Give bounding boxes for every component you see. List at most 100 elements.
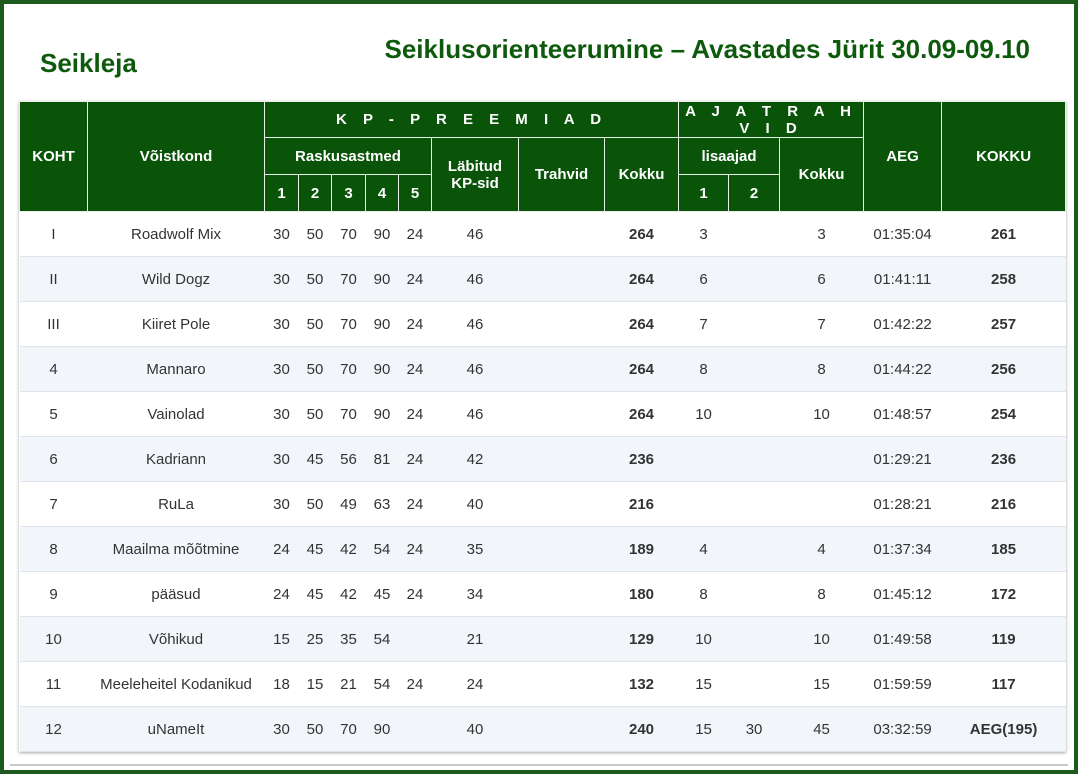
- cell-team: Maailma mõõtmine: [87, 526, 265, 572]
- cell-koht: 4: [19, 346, 88, 392]
- cell-kp-kokku: 264: [604, 301, 679, 347]
- cell-trahvid: [518, 706, 605, 752]
- cell-aj-kokku: 10: [779, 616, 864, 662]
- col-aeg-header: AEG: [863, 101, 943, 212]
- cell-aj-kokku: 10: [779, 391, 864, 437]
- cell-kp-kokku: 189: [604, 526, 679, 572]
- cell-l1: 10: [678, 391, 729, 437]
- cell-r5: 24: [398, 346, 432, 392]
- cell-r5: 24: [398, 301, 432, 347]
- cell-l2: [728, 616, 780, 662]
- cell-trahvid: [518, 481, 605, 527]
- cell-r3: 21: [331, 661, 366, 707]
- cell-kp-kokku: 129: [604, 616, 679, 662]
- cell-l2: [728, 391, 780, 437]
- cell-r2: 50: [298, 481, 332, 527]
- cell-r2: 50: [298, 346, 332, 392]
- cell-l2: [728, 526, 780, 572]
- table-row: 4 Mannaro 30 50 70 90 24 46 264 8 8 01:44:22 256: [19, 346, 1066, 392]
- cell-labitud: 21: [431, 616, 519, 662]
- cell-r2: 15: [298, 661, 332, 707]
- cell-aeg: 01:44:22: [863, 346, 942, 392]
- cell-aeg: 01:42:22: [863, 301, 942, 347]
- cell-r5: [398, 706, 432, 752]
- table-row: 9 pääsud 24 45 42 45 24 34 180 8 8 01:45:12 172: [19, 571, 1066, 617]
- table-row: II Wild Dogz 30 50 70 90 24 46 264 6 6 01:41:11 258: [19, 256, 1066, 302]
- cell-l1: 6: [678, 256, 729, 302]
- cell-kp-kokku: 180: [604, 571, 679, 617]
- cell-r1: 30: [264, 481, 299, 527]
- cell-l1: 8: [678, 571, 729, 617]
- cell-labitud: 24: [431, 661, 519, 707]
- cell-aj-kokku: 15: [779, 661, 864, 707]
- cell-total: 261: [941, 211, 1066, 257]
- cell-total: 258: [941, 256, 1066, 302]
- raskusastmed-header: Raskusastmed: [264, 137, 432, 175]
- cell-total: 185: [941, 526, 1066, 572]
- table-body: I Roadwolf Mix 30 50 70 90 24 46 264 3 3 01:35:04 26…: [19, 211, 1066, 752]
- cell-trahvid: [518, 346, 605, 392]
- cell-aeg: 01:28:21: [863, 481, 942, 527]
- cell-r3: 70: [331, 211, 366, 257]
- cell-team: pääsud: [87, 571, 265, 617]
- kp-kokku-header: Kokku: [603, 137, 680, 212]
- cell-aj-kokku: 7: [779, 301, 864, 347]
- cell-r3: 42: [331, 571, 366, 617]
- cell-r5: 24: [398, 391, 432, 437]
- cell-r4: 90: [365, 346, 399, 392]
- cell-aeg: 01:45:12: [863, 571, 942, 617]
- cell-team: Meeleheitel Kodanikud: [87, 661, 265, 707]
- cell-r5: 24: [398, 526, 432, 572]
- cell-aj-kokku: 8: [779, 346, 864, 392]
- cell-kp-kokku: 236: [604, 436, 679, 482]
- table-row: III Kiiret Pole 30 50 70 90 24 46 264 7 7 01:42:22 2…: [19, 301, 1066, 347]
- table-row: I Roadwolf Mix 30 50 70 90 24 46 264 3 3 01:35:04 26…: [19, 211, 1066, 257]
- cell-total: 256: [941, 346, 1066, 392]
- cell-koht: 11: [19, 661, 88, 707]
- cell-r5: 24: [398, 256, 432, 302]
- cell-aeg: 01:48:57: [863, 391, 942, 437]
- cell-l1: 8: [678, 346, 729, 392]
- table-row: 7 RuLa 30 50 49 63 24 40 216 01:28:21 216: [19, 481, 1066, 527]
- cell-r1: 30: [264, 211, 299, 257]
- cell-r2: 50: [298, 301, 332, 347]
- cell-team: RuLa: [87, 481, 265, 527]
- col-koht-header: KOHT: [19, 101, 88, 212]
- cell-aj-kokku: [779, 481, 864, 527]
- cell-total: 216: [941, 481, 1066, 527]
- col-total-header: KOKKU: [941, 101, 1067, 212]
- cell-labitud: 35: [431, 526, 519, 572]
- cell-kp-kokku: 264: [604, 346, 679, 392]
- cell-r4: 90: [365, 301, 399, 347]
- cell-r2: 50: [298, 391, 332, 437]
- ajatrahvid-header: A J A T R A H V I D: [678, 101, 865, 138]
- aj-kokku-header: Kokku: [779, 137, 865, 212]
- cell-r1: 30: [264, 706, 299, 752]
- cell-l1: 15: [678, 661, 729, 707]
- cell-l1: 15: [678, 706, 729, 752]
- cell-team: Roadwolf Mix: [87, 211, 265, 257]
- cell-aj-kokku: 3: [779, 211, 864, 257]
- cell-l2: [728, 346, 780, 392]
- cell-trahvid: [518, 526, 605, 572]
- cell-l1: [678, 436, 729, 482]
- cell-koht: 8: [19, 526, 88, 572]
- cell-r3: 42: [331, 526, 366, 572]
- cell-koht: 6: [19, 436, 88, 482]
- cell-trahvid: [518, 211, 605, 257]
- cell-trahvid: [518, 391, 605, 437]
- cell-r3: 49: [331, 481, 366, 527]
- cell-aeg: 01:29:21: [863, 436, 942, 482]
- raskus-5-header: 5: [398, 174, 432, 212]
- cell-r3: 56: [331, 436, 366, 482]
- cell-total: 254: [941, 391, 1066, 437]
- cell-r4: 54: [365, 526, 399, 572]
- cell-l2: [728, 211, 780, 257]
- cell-l1: 10: [678, 616, 729, 662]
- cell-l1: 3: [678, 211, 729, 257]
- cell-r2: 50: [298, 211, 332, 257]
- cell-aj-kokku: [779, 436, 864, 482]
- cell-r4: 90: [365, 211, 399, 257]
- cell-labitud: 46: [431, 301, 519, 347]
- cell-r5: 24: [398, 481, 432, 527]
